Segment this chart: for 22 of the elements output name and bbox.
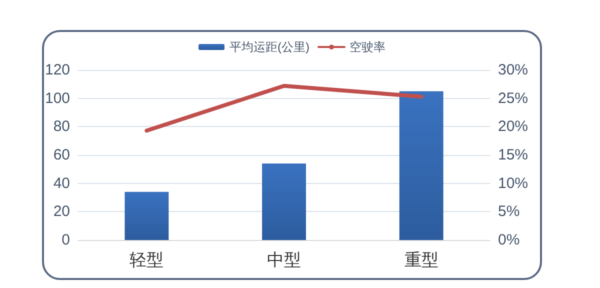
- x-tick-label: 中型: [267, 250, 302, 270]
- y2-tick-label: 25%: [498, 90, 528, 107]
- bar: [399, 91, 444, 240]
- y-tick-label: 120: [44, 62, 70, 78]
- y2-tick-label: 20%: [498, 118, 528, 136]
- y-tick-label: 0: [62, 232, 70, 248]
- bar: [124, 192, 169, 240]
- y2-tick-label: 30%: [498, 62, 528, 78]
- legend-label: 空驶率: [349, 40, 386, 54]
- x-tick-label: 轻型: [130, 250, 164, 270]
- y-tick-label: 60: [53, 146, 70, 164]
- y2-tick-label: 10%: [498, 174, 528, 192]
- y-tick-label: 80: [53, 118, 70, 136]
- y2-tick-label: 15%: [498, 146, 528, 164]
- y-tick-label: 40: [53, 174, 70, 192]
- y2-tick-label: 0%: [498, 232, 520, 248]
- y2-tick-label: 5%: [498, 203, 520, 220]
- y-tick-label: 100: [44, 90, 70, 107]
- legend-label: 平均运距(公里): [230, 40, 310, 54]
- x-tick-label: 重型: [404, 250, 438, 270]
- bar: [262, 164, 306, 240]
- y-tick-label: 20: [53, 203, 70, 220]
